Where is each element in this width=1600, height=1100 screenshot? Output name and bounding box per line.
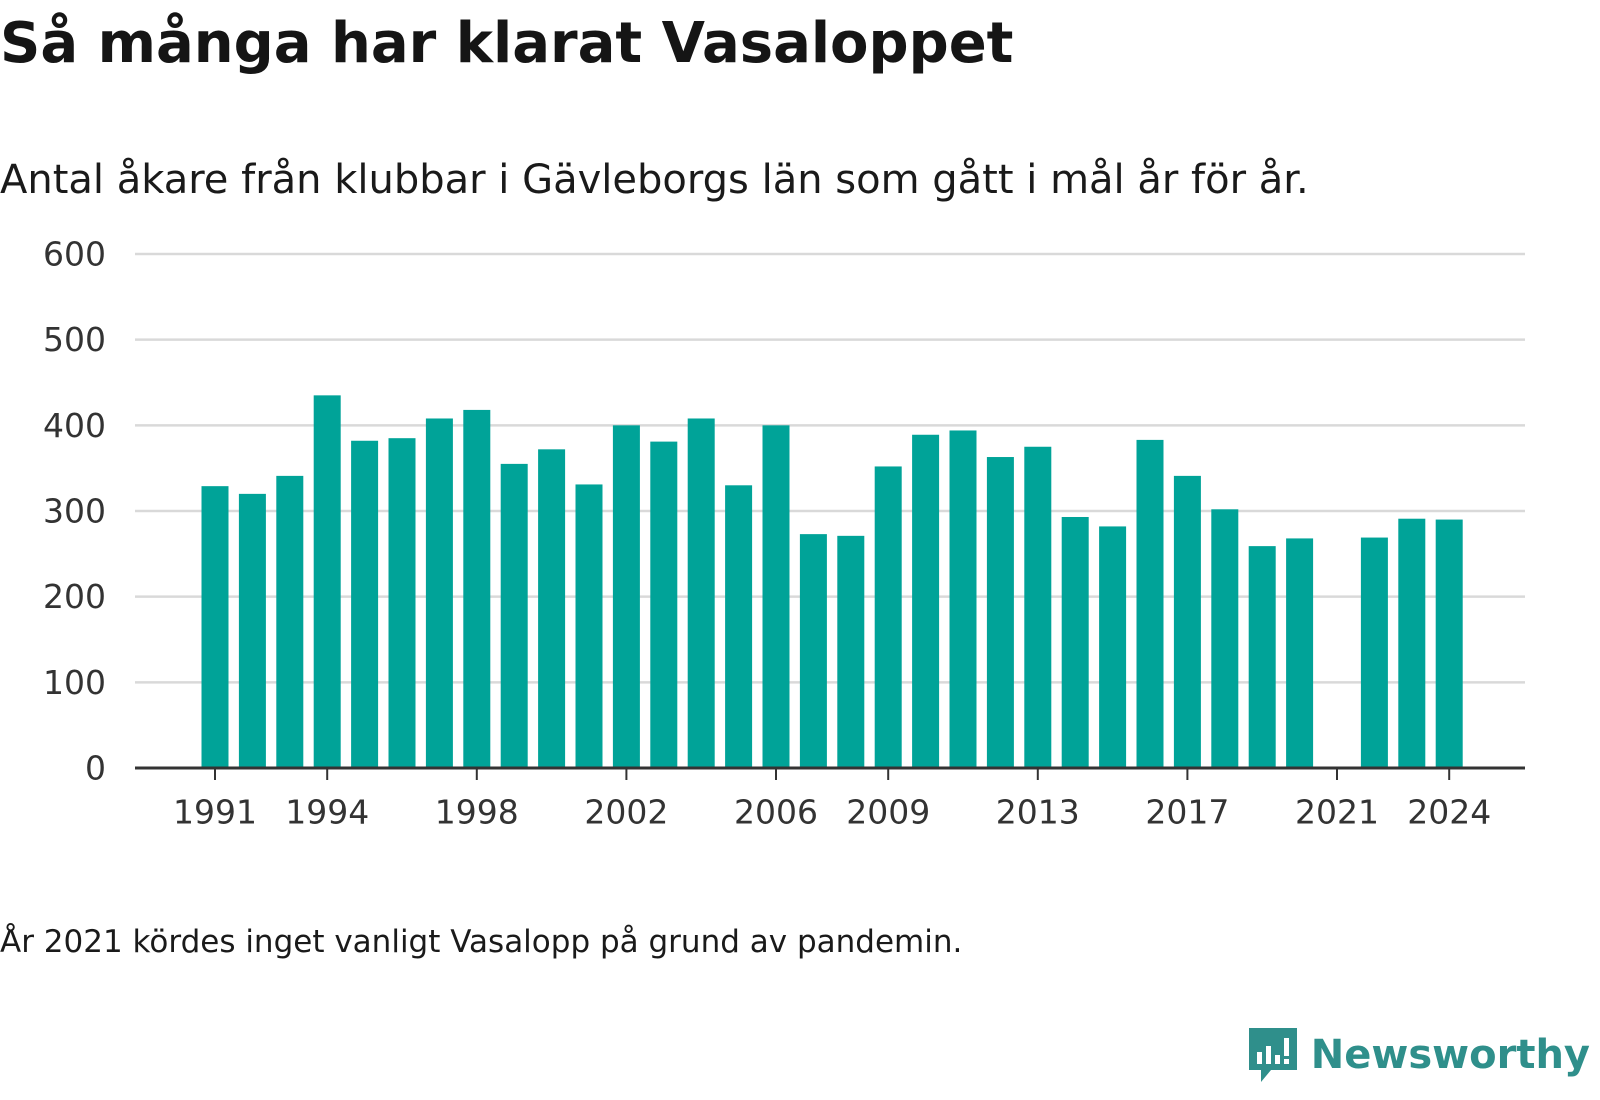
y-tick-label: 600 bbox=[43, 235, 106, 274]
bar-2013 bbox=[1024, 446, 1052, 768]
bar-2011 bbox=[949, 430, 977, 768]
bar-2018 bbox=[1211, 509, 1239, 768]
bar-2009 bbox=[874, 466, 902, 768]
bar-1993 bbox=[276, 475, 304, 768]
x-tick-label: 2009 bbox=[846, 793, 930, 832]
bar-1995 bbox=[351, 440, 379, 768]
x-axis bbox=[135, 766, 1525, 780]
y-tick-label: 0 bbox=[85, 749, 106, 788]
x-tick-label: 2002 bbox=[584, 793, 668, 832]
bar-2023 bbox=[1398, 518, 1426, 768]
bar-2024 bbox=[1435, 519, 1463, 768]
bar-2015 bbox=[1099, 526, 1127, 768]
y-tick-label: 400 bbox=[43, 406, 106, 445]
bar-2016 bbox=[1136, 439, 1164, 768]
bar-2014 bbox=[1061, 516, 1089, 768]
gridlines bbox=[135, 252, 1525, 684]
bar-1999 bbox=[500, 463, 528, 768]
x-tick-label: 2013 bbox=[996, 793, 1080, 832]
bar-2022 bbox=[1360, 537, 1388, 768]
chart-subtitle: Antal åkare från klubbar i Gävleborgs lä… bbox=[0, 157, 1309, 203]
bar-2006 bbox=[762, 425, 790, 768]
x-tick-label: 2017 bbox=[1145, 793, 1229, 832]
bar-2017 bbox=[1173, 475, 1201, 768]
y-tick-label: 300 bbox=[43, 492, 106, 531]
bar-1997 bbox=[425, 418, 453, 768]
bar-1992 bbox=[238, 493, 266, 768]
x-tick-label: 1991 bbox=[173, 793, 257, 832]
x-axis-tick-labels: 1991 1994 1998 2002 2006 2009 2013 2017 2021 2024 bbox=[173, 793, 1491, 832]
y-axis-tick-labels: 0 100 200 300 400 500 600 bbox=[43, 235, 106, 788]
x-tick-label: 2006 bbox=[734, 793, 818, 832]
brand-name: Newsworthy bbox=[1310, 1032, 1590, 1078]
bar-2008 bbox=[837, 535, 865, 768]
bar-2010 bbox=[912, 434, 940, 768]
y-tick-label: 200 bbox=[43, 577, 106, 616]
bar-2020 bbox=[1286, 538, 1314, 768]
x-tick-label: 2024 bbox=[1407, 793, 1491, 832]
bar-2005 bbox=[725, 485, 753, 768]
x-tick-label: 2021 bbox=[1295, 793, 1379, 832]
x-tick-label: 1998 bbox=[435, 793, 519, 832]
x-tick-label: 1994 bbox=[285, 793, 369, 832]
bar-1994 bbox=[313, 395, 341, 768]
chart-title: Så många har klarat Vasaloppet bbox=[0, 11, 1014, 76]
bar-1996 bbox=[388, 438, 416, 768]
bar-2012 bbox=[986, 457, 1014, 768]
newsworthy-logo-icon bbox=[1248, 1028, 1297, 1082]
newsworthy-brand: Newsworthy bbox=[1247, 1025, 1590, 1085]
bar-2007 bbox=[799, 534, 827, 768]
bar-chart: 0 100 200 300 400 500 600 1991 1994 1998 2002 2006… bbox=[43, 235, 1525, 832]
y-tick-label: 100 bbox=[43, 663, 106, 702]
bar-1991 bbox=[201, 486, 229, 768]
bar-2003 bbox=[650, 441, 678, 768]
bar-2019 bbox=[1248, 546, 1276, 768]
bar-2000 bbox=[538, 449, 566, 768]
footnote: År 2021 kördes inget vanligt Vasalopp på… bbox=[0, 924, 963, 960]
bar-1998 bbox=[463, 409, 491, 768]
bar-2004 bbox=[687, 418, 715, 768]
y-tick-label: 500 bbox=[43, 320, 106, 359]
bar-2002 bbox=[612, 425, 640, 768]
bar-2001 bbox=[575, 484, 603, 768]
bars bbox=[201, 395, 1463, 768]
